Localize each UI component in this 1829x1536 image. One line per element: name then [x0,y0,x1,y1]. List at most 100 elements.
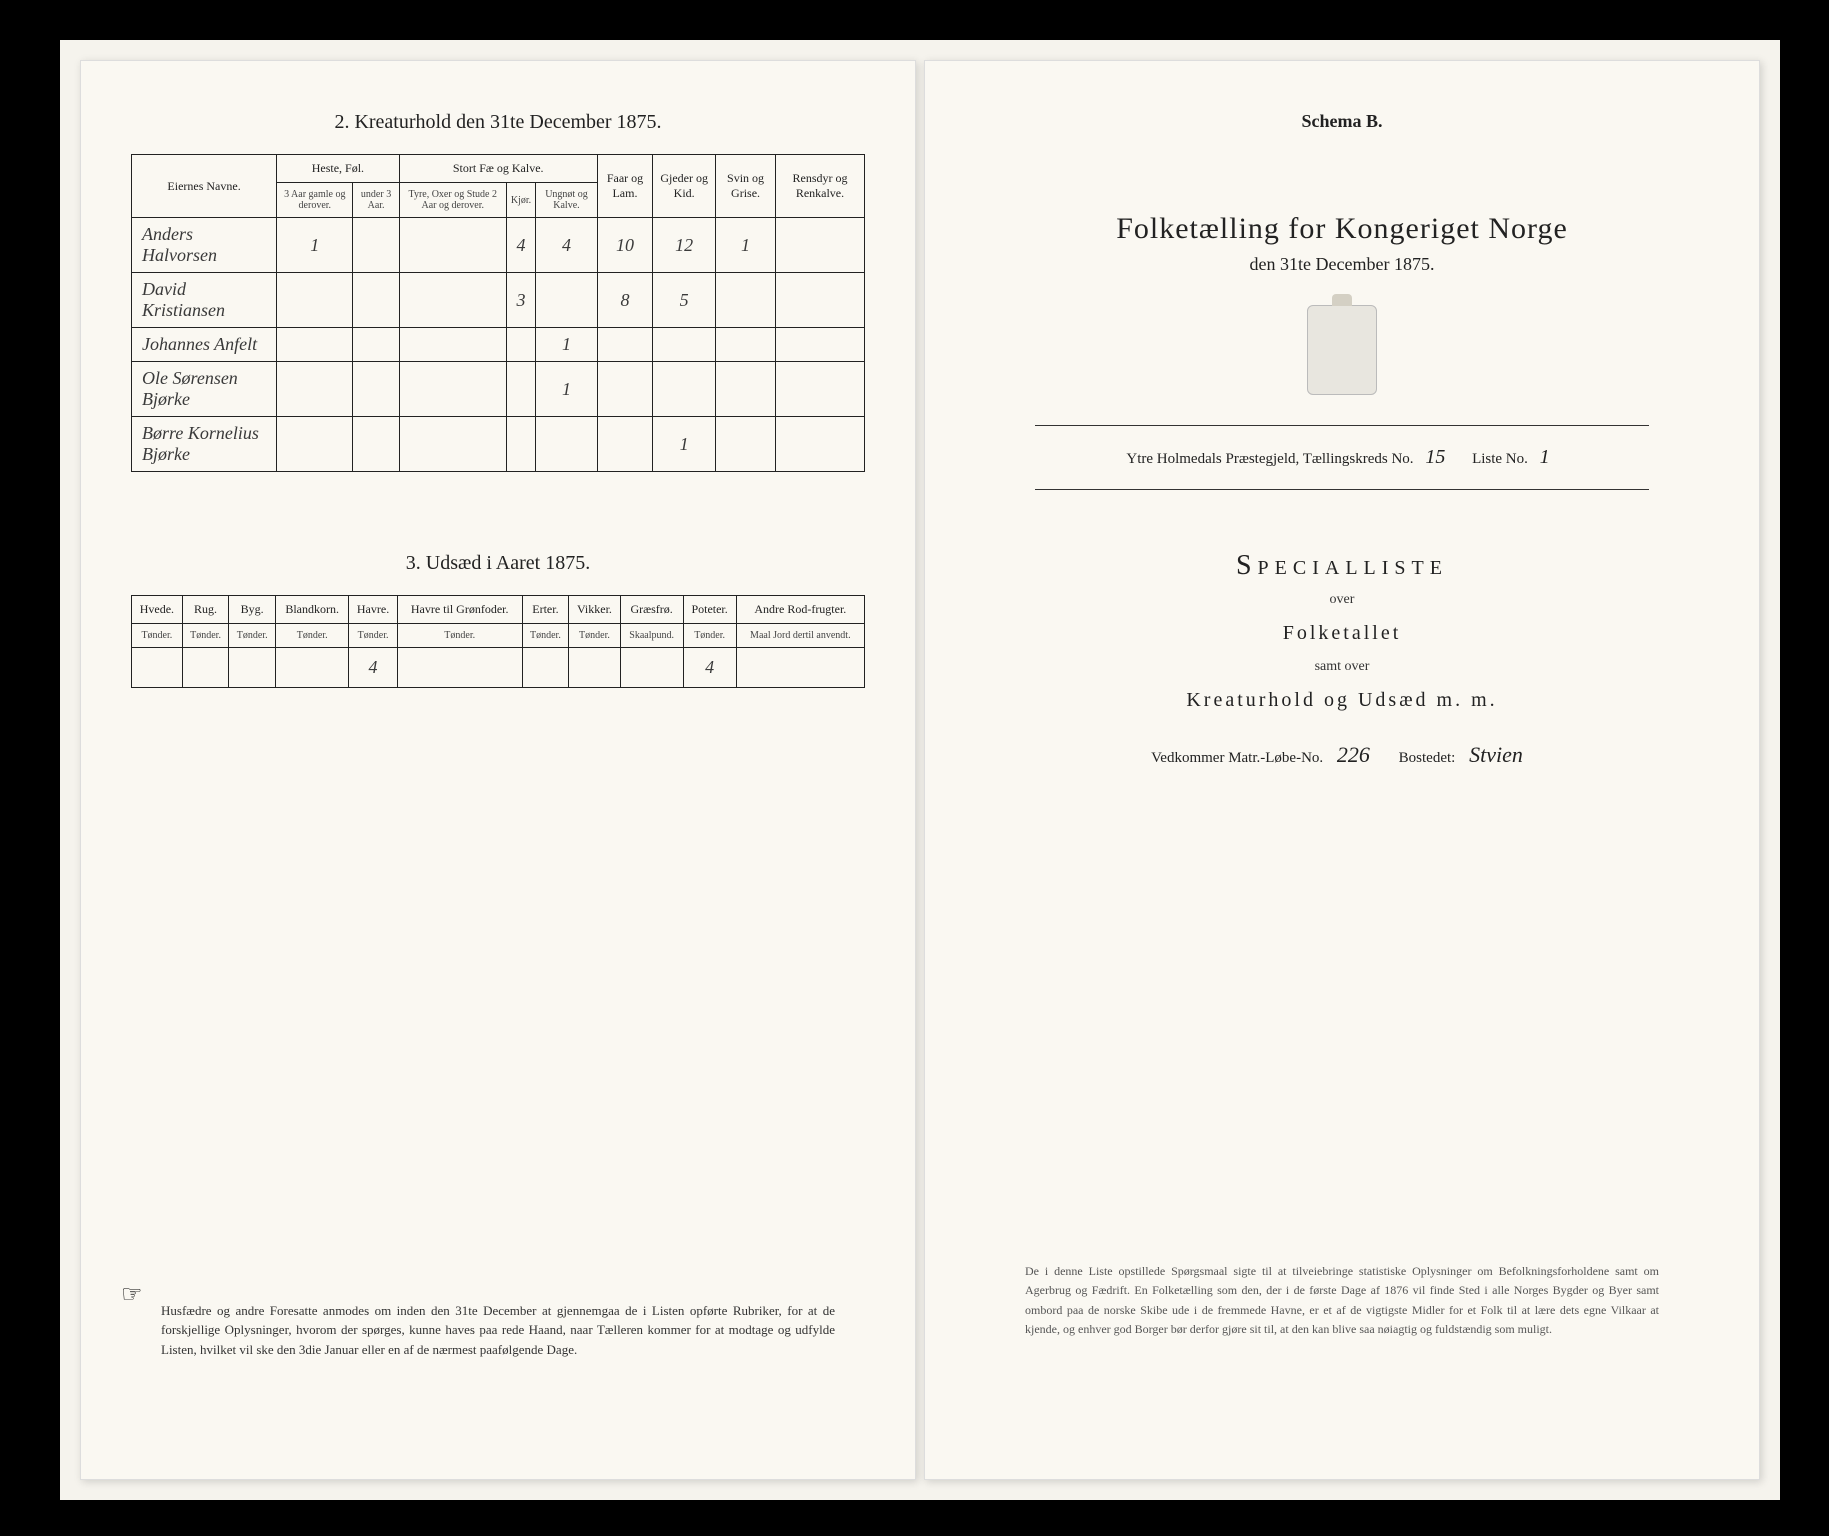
cell-value [399,218,506,273]
cell-value [597,417,652,472]
col-rensdyr: Rensdyr og Renkalve. [775,155,864,218]
cell-value: 8 [597,273,652,328]
cell-value [597,328,652,362]
divider-1 [1035,425,1649,426]
cell-value: 1 [277,218,353,273]
crest-emblem [1307,305,1377,395]
table-row: Johannes Anfelt1 [132,328,865,362]
t3-header: Erter. [522,596,569,624]
col-stortfae: Stort Fæ og Kalve. [399,155,597,183]
cell-value [277,417,353,472]
col-heste-under3: under 3 Aar. [353,183,399,218]
table-row: Ole Sørensen Bjørke 1 [132,362,865,417]
cell-value [277,328,353,362]
cell-value [653,328,716,362]
t3-subheader: Tønder. [229,624,276,648]
cell-value [716,328,776,362]
cell-value [399,362,506,417]
owner-name: Ole Sørensen Bjørke [132,362,277,417]
col-ungnot: Ungnøt og Kalve. [536,183,598,218]
main-title: Folketælling for Kongeriget Norge [975,212,1709,246]
cell-value [399,273,506,328]
district-prefix: Ytre Holmedals Præstegjeld, Tællingskred… [1126,451,1413,467]
col-heste: Heste, Føl. [277,155,400,183]
t3-subheader: Tønder. [569,624,620,648]
cell-value [277,362,353,417]
t3-subheader: Skaalpund. [620,624,683,648]
pointer-icon: ☞ [121,1280,143,1309]
cell-value: 1 [716,218,776,273]
col-faar: Faar og Lam. [597,155,652,218]
t3-header: Rug. [182,596,229,624]
t3-subheader: Tønder. [132,624,183,648]
t3-subheader: Tønder. [182,624,229,648]
col-kjor: Kjør. [506,183,535,218]
spec-kreat: Kreaturhold og Udsæd m. m. [975,689,1709,712]
bosted-label: Bostedet: [1399,750,1456,766]
liste-no: 1 [1532,446,1558,468]
section3-title: 3. Udsæd i Aaret 1875. [131,552,865,575]
t3-header: Poteter. [683,596,736,624]
cell-value: 4 [506,218,535,273]
vedk-label: Vedkommer Matr.-Løbe-No. [1151,750,1323,766]
kreaturhold-table: Eiernes Navne. Heste, Føl. Stort Fæ og K… [131,154,865,472]
cell-value [506,328,535,362]
cell-value [277,273,353,328]
cell-value [353,273,399,328]
cell-value [653,362,716,417]
bosted-val: Stvien [1459,742,1533,767]
t3-subheader: Tønder. [683,624,736,648]
t3-subheader: Tønder. [397,624,522,648]
spec-over: over [975,592,1709,608]
cell-value: 4 [536,218,598,273]
district-no: 15 [1417,446,1453,468]
cell-value [399,417,506,472]
district-line: Ytre Holmedals Præstegjeld, Tællingskred… [975,446,1709,469]
t3-header: Vikker. [569,596,620,624]
right-page: Schema B. Folketælling for Kongeriget No… [924,60,1760,1480]
t3-subheader: Maal Jord dertil anvendt. [736,624,864,648]
bottom-paragraph: De i denne Liste opstillede Spørgsmaal s… [1025,1262,1659,1339]
cell-value: 10 [597,218,652,273]
table-row: David Kristiansen385 [132,273,865,328]
col-gjeder: Gjeder og Kid. [653,155,716,218]
t3-subheader: Tønder. [522,624,569,648]
sub-date: den 31te December 1875. [975,254,1709,275]
cell-value [536,417,598,472]
t3-header: Havre. [349,596,397,624]
cell-value [353,417,399,472]
cell-value [353,362,399,417]
vedk-no: 226 [1327,742,1380,767]
cell-value [597,362,652,417]
col-tyre: Tyre, Oxer og Stude 2 Aar og derover. [399,183,506,218]
cell-value [775,328,864,362]
cell-value [716,273,776,328]
t3-subheader: Tønder. [275,624,348,648]
cell-value: 1 [536,362,598,417]
cell-value [775,417,864,472]
vedk-line: Vedkommer Matr.-Løbe-No. 226 Bostedet: S… [975,742,1709,768]
t3-cell [569,648,620,688]
cell-value [353,328,399,362]
footnote-text: Husfædre og andre Foresatte anmodes om i… [161,1301,835,1360]
cell-value: 12 [653,218,716,273]
cell-value [775,362,864,417]
schema-label: Schema B. [975,111,1709,132]
section2-title: 2. Kreaturhold den 31te December 1875. [131,111,865,134]
scanned-document: 2. Kreaturhold den 31te December 1875. E… [60,40,1780,1500]
t3-cell [522,648,569,688]
col-eiernes-navne: Eiernes Navne. [132,155,277,218]
cell-value [775,273,864,328]
t3-header: Græsfrø. [620,596,683,624]
t3-cell [620,648,683,688]
t3-header: Hvede. [132,596,183,624]
col-heste-3aar: 3 Aar gamle og derover. [277,183,353,218]
t3-cell [397,648,522,688]
cell-value: 1 [536,328,598,362]
t3-header: Havre til Grønfoder. [397,596,522,624]
cell-value [716,362,776,417]
cell-value: 3 [506,273,535,328]
t3-cell [275,648,348,688]
t3-cell [182,648,229,688]
owner-name: Anders Halvorsen [132,218,277,273]
